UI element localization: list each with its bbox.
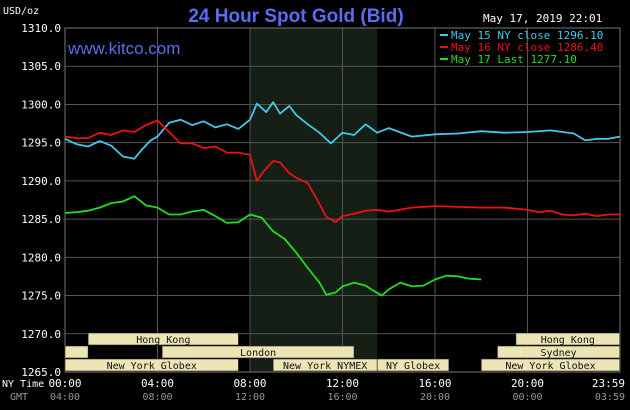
y-tick-label: 1265.0	[21, 366, 61, 379]
x-tick-label-gmt: 16:00	[327, 392, 357, 403]
y-tick-label: 1285.0	[21, 213, 61, 226]
y-unit-label: USD/oz	[3, 6, 39, 17]
session-label: New York Globex	[505, 361, 595, 372]
ny-time-row-label: NY Time	[2, 379, 44, 390]
session-box	[64, 345, 89, 359]
x-tick-label-gmt: 08:00	[142, 392, 172, 403]
session-label: London	[240, 348, 276, 359]
x-tick-label-ny: 04:00	[141, 377, 174, 390]
x-tick-label-gmt: 12:00	[235, 392, 265, 403]
market-sessions: Hong Kong London New York Globex New York N…	[64, 332, 621, 372]
x-tick-label-gmt: 20:00	[420, 392, 450, 403]
legend-entry: May 15 NY close 1296.10	[451, 29, 603, 42]
series-line-2	[64, 119, 620, 224]
series-line-3	[64, 195, 482, 297]
session-box	[480, 358, 621, 372]
y-tick-label: 1310.0	[21, 22, 61, 35]
session-label: Hong Kong	[136, 335, 190, 346]
session-box	[515, 332, 621, 346]
series-lines	[64, 101, 620, 297]
series-line-1	[64, 101, 620, 160]
chart-title: 24 Hour Spot Gold (Bid)	[188, 6, 403, 27]
y-tick-label: 1270.0	[21, 328, 61, 341]
session-label: New York NYMEX	[283, 361, 367, 372]
x-tick-label-ny: 08:00	[233, 377, 266, 390]
session-label: Hong Kong	[541, 335, 595, 346]
x-tick-labels: 00:00 04:00 08:00 12:00 16:00 20:00 23:59 04:00…	[48, 377, 625, 403]
nymex-highlight-band	[250, 28, 378, 372]
y-tick-label: 1290.0	[21, 175, 61, 188]
x-tick-label-gmt: 04:00	[50, 392, 80, 403]
legend-entry: May 16 NY close 1286.40	[451, 41, 603, 54]
x-tick-label-ny: 00:00	[48, 377, 81, 390]
session-box	[87, 332, 239, 346]
x-tick-label-ny: 23:59	[592, 377, 625, 390]
session-label: Sydney	[541, 348, 577, 359]
y-tick-label: 1280.0	[21, 251, 61, 264]
plot-frame	[64, 27, 621, 373]
session-box	[161, 345, 355, 359]
session-label: NY Globex	[386, 361, 440, 372]
x-tick-label-ny: 20:00	[511, 377, 544, 390]
website-label: www.kitco.com	[67, 39, 180, 58]
gmt-row-label: GMT	[10, 392, 28, 403]
x-tick-label-ny: 16:00	[418, 377, 451, 390]
x-tick-label-gmt: 03:59	[595, 392, 625, 403]
timestamp: May 17, 2019 22:01	[483, 12, 602, 25]
legend-entry: May 17 Last 1277.10	[451, 53, 577, 66]
y-tick-label: 1305.0	[21, 60, 61, 73]
x-tick-label-ny: 12:00	[326, 377, 359, 390]
session-box	[64, 358, 239, 372]
y-tick-label: 1275.0	[21, 290, 61, 303]
y-tick-label: 1295.0	[21, 137, 61, 150]
session-label: New York Globex	[107, 361, 197, 372]
session-box	[497, 345, 621, 359]
x-tick-label-gmt: 00:00	[512, 392, 542, 403]
y-tick-labels: 1265.0 1270.0 1275.0 1280.0 1285.0 1290.0 1295…	[21, 22, 61, 379]
session-box	[376, 358, 450, 372]
y-tick-label: 1300.0	[21, 98, 61, 111]
